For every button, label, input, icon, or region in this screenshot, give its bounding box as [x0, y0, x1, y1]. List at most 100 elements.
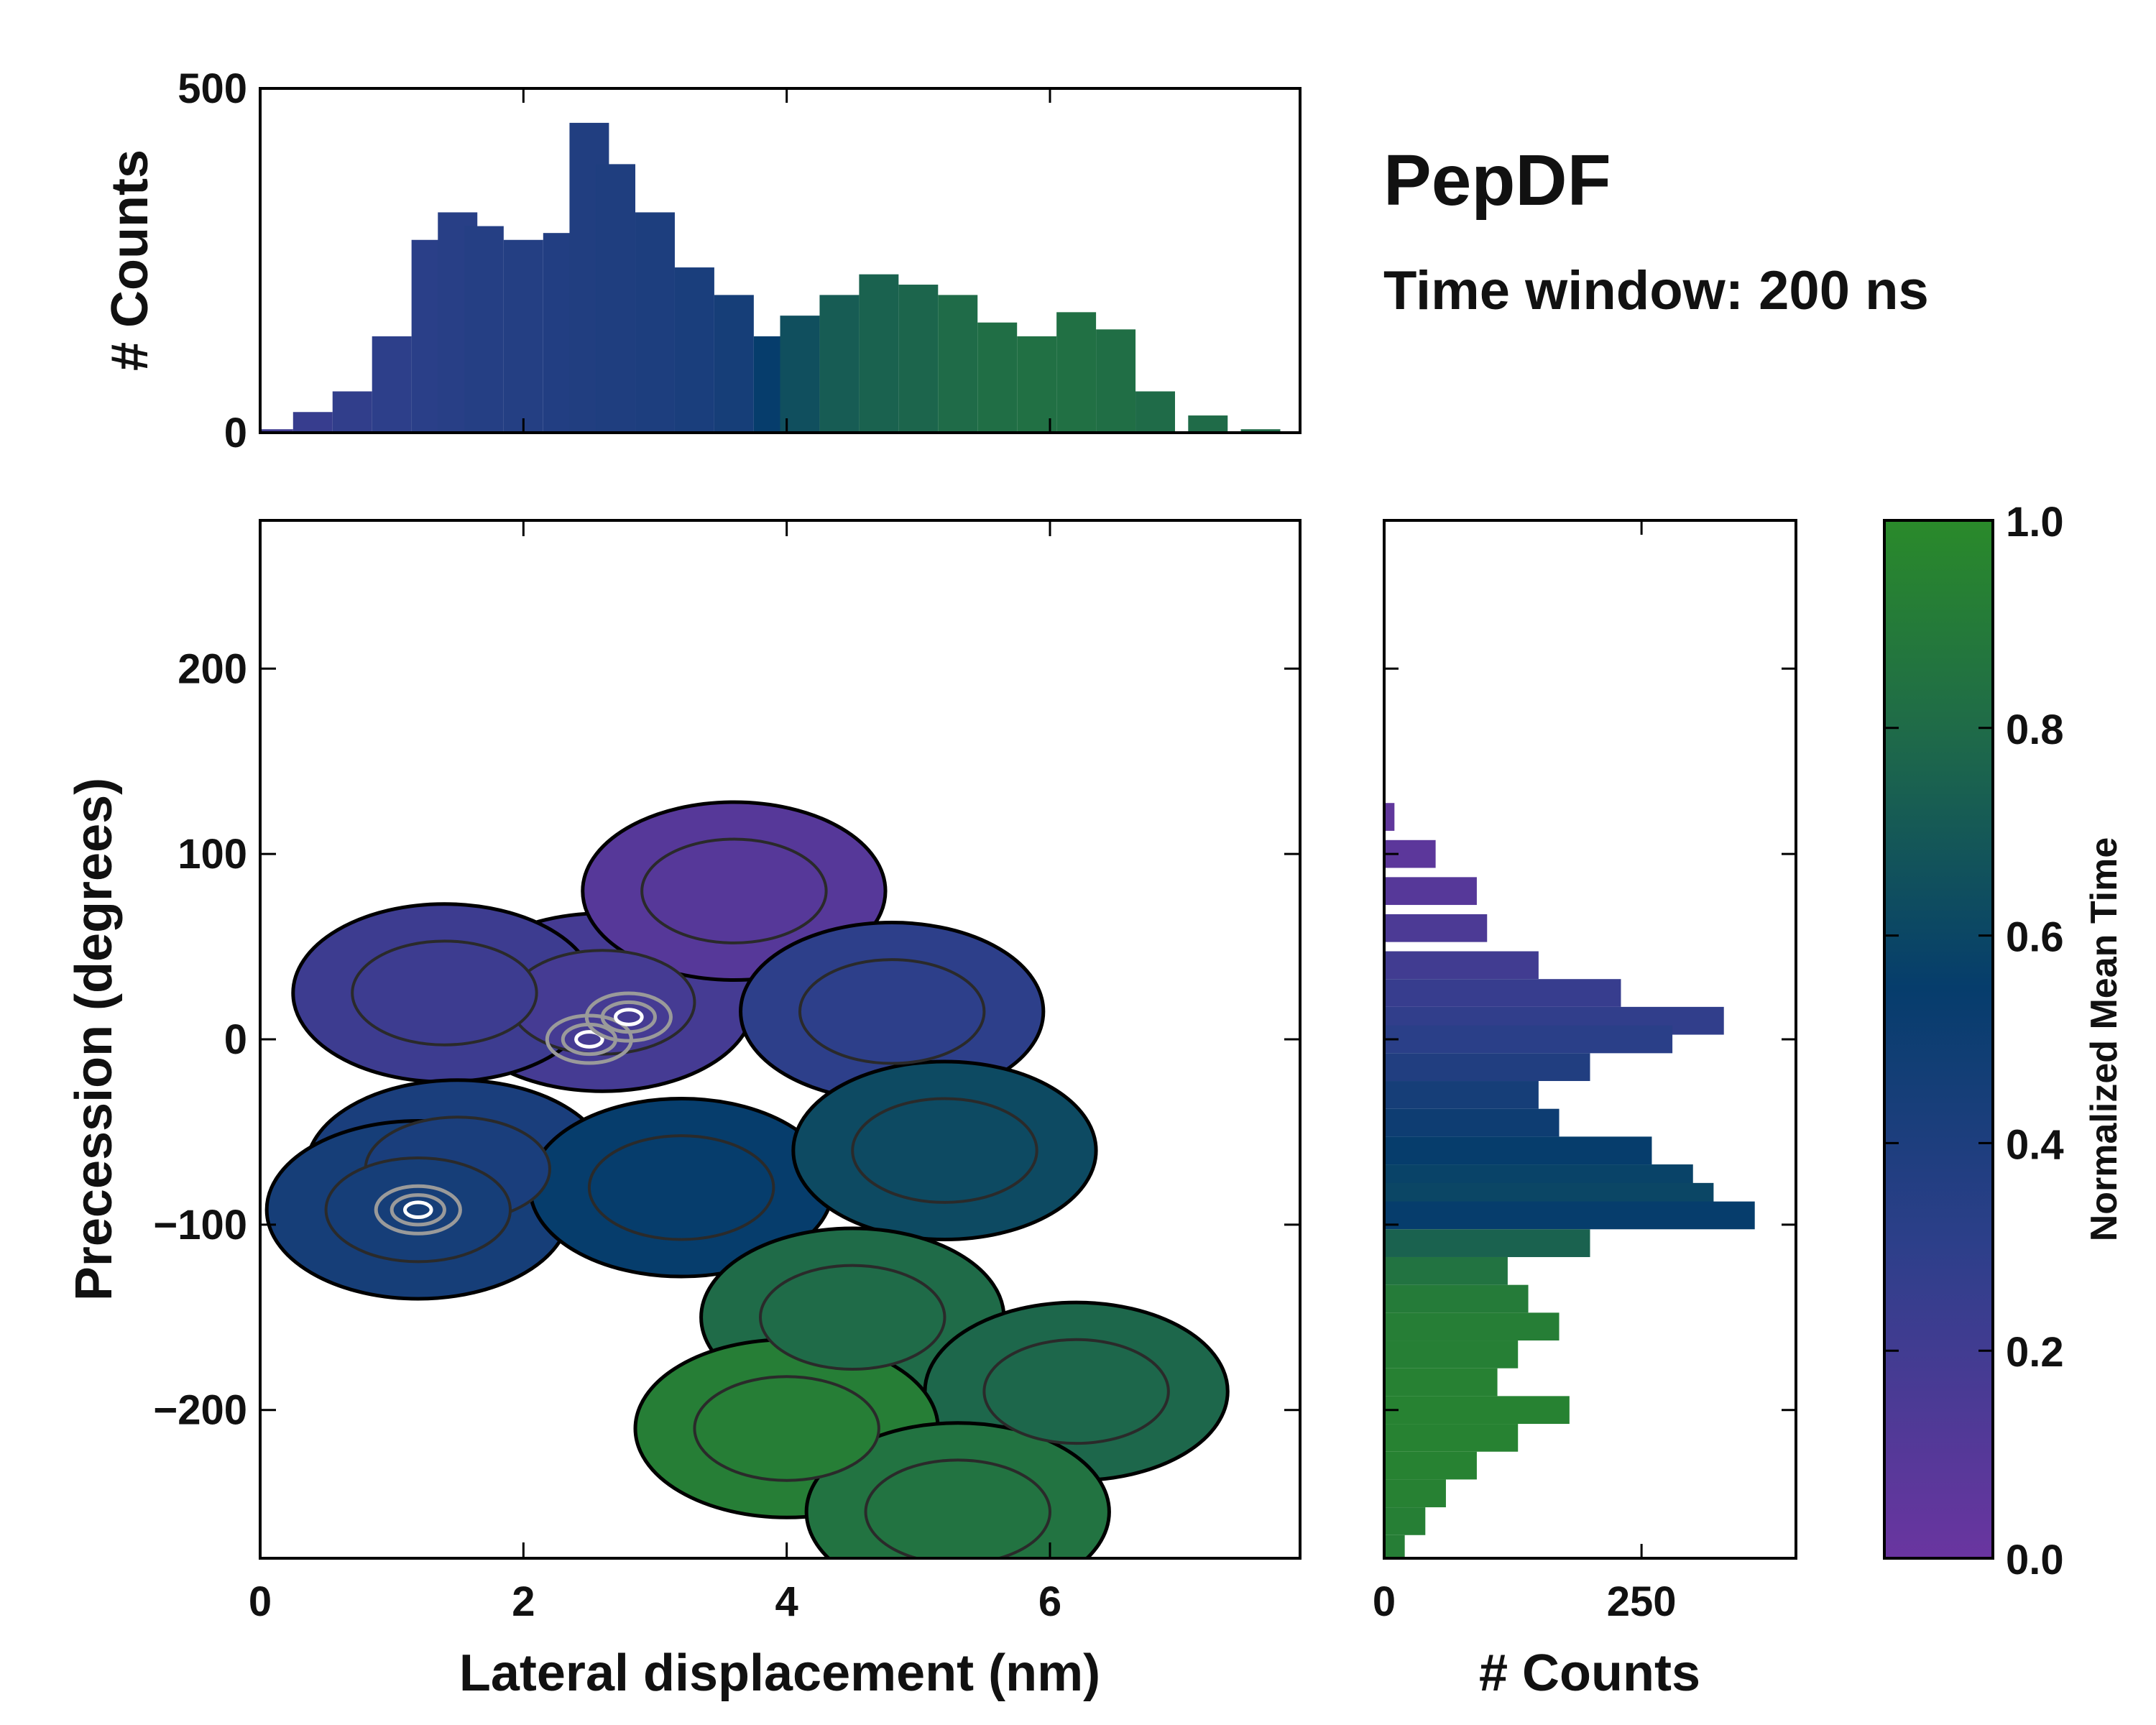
density-contour-inner	[851, 1097, 1038, 1204]
peak-contour	[374, 1184, 462, 1236]
top-histogram-bar	[1017, 336, 1057, 433]
top-histogram-bar	[260, 429, 293, 433]
colorbar-tick-label: 0.0	[2006, 1537, 2064, 1583]
top-histogram-ytick-label: 500	[178, 65, 247, 112]
main-heatmap-panel: 0 2 4 6 −200 −100 0 100 200 Lateral displacement…	[65, 519, 1302, 1702]
top-histogram-bars	[260, 122, 1281, 433]
top-histogram-bar	[977, 322, 1018, 433]
side-histogram-xtick-label: 250	[1607, 1578, 1677, 1625]
side-histogram-frame	[1383, 519, 1797, 1560]
side-histogram-bar	[1384, 1479, 1446, 1508]
heatmap-xlabel: Lateral displacement (nm)	[459, 1644, 1100, 1702]
top-histogram-bar	[635, 212, 675, 433]
heatmap-ytick-label: −100	[153, 1202, 247, 1248]
top-histogram-bar	[898, 285, 939, 433]
side-histogram-bar	[1384, 1312, 1560, 1341]
heatmap-ytick-label: 0	[224, 1016, 247, 1063]
side-histogram-bar	[1384, 1340, 1519, 1368]
density-contour-inner	[982, 1338, 1170, 1445]
top-histogram-bar	[292, 412, 333, 433]
side-histogram-bar	[1384, 1025, 1673, 1054]
top-histogram-bar	[819, 295, 860, 433]
peak-contour	[584, 991, 673, 1043]
side-histogram-bar	[1384, 1535, 1405, 1558]
top-histogram-ylabel: # Counts	[101, 150, 159, 371]
side-histogram-ticks: 0 250	[1373, 520, 1796, 1625]
side-histogram-bar	[1384, 1284, 1529, 1313]
time-window-label: Time window: 200 ns	[1383, 260, 1929, 321]
side-histogram-bar	[1384, 803, 1395, 831]
top-histogram-ytick-label: 0	[224, 410, 247, 456]
heatmap-ytick-label: −200	[153, 1387, 247, 1434]
side-histogram-bar	[1384, 914, 1488, 942]
top-histogram-bar	[859, 274, 899, 433]
heatmap-ticks: 0 2 4 6 −200 −100 0 100 200	[153, 520, 1300, 1625]
top-histogram-bar	[938, 295, 978, 433]
density-contour-inner	[693, 1375, 880, 1482]
figure-title: PepDF	[1383, 140, 1611, 221]
top-histogram-bar	[714, 295, 754, 433]
heatmap-xtick-label: 4	[775, 1578, 798, 1625]
side-histogram-bars	[1384, 803, 1755, 1558]
side-histogram-bar	[1384, 1229, 1590, 1257]
top-histogram-panel: 0 500 # Counts	[101, 65, 1302, 456]
top-histogram-ticks: 0 500	[178, 65, 1300, 456]
side-histogram-bar	[1384, 1368, 1498, 1397]
heatmap-xtick-label: 2	[512, 1578, 535, 1625]
density-contour-inner	[798, 958, 986, 1065]
side-histogram-bar	[1384, 1507, 1426, 1535]
side-histogram-bar	[1384, 1424, 1519, 1452]
side-histogram-panel: 0 250 # Counts	[1373, 519, 1797, 1702]
top-histogram-bar	[1135, 391, 1175, 433]
colorbar-tick-label: 0.4	[2006, 1121, 2064, 1168]
density-contour-inner	[640, 837, 828, 944]
peak-contour	[574, 1030, 604, 1049]
top-histogram-bar	[503, 239, 543, 433]
colorbar-label: Normalized Mean Time	[2083, 837, 2125, 1242]
top-histogram-bar	[332, 391, 372, 433]
heatmap-frame	[259, 519, 1302, 1560]
heatmap-ytick-label: 100	[178, 831, 247, 878]
side-histogram-bar	[1384, 1451, 1477, 1480]
density-contour-inner	[759, 1264, 946, 1371]
side-histogram-bar	[1384, 979, 1621, 1007]
heatmap-ylabel: Precession (degrees)	[65, 778, 123, 1301]
side-histogram-bar	[1384, 1108, 1560, 1137]
side-histogram-bar	[1384, 1081, 1539, 1109]
heatmap-ytick-label: 200	[178, 645, 247, 692]
top-histogram-frame	[259, 87, 1302, 434]
side-histogram-xlabel: # Counts	[1479, 1644, 1700, 1702]
colorbar-tick-label: 0.6	[2006, 914, 2064, 961]
colorbar-gradient	[1883, 519, 1994, 1560]
peak-contour	[390, 1193, 446, 1227]
colorbar-tick-label: 0.2	[2006, 1329, 2064, 1376]
top-histogram-bar	[464, 226, 504, 433]
density-contour-inner	[324, 1156, 512, 1264]
peak-contour	[614, 1008, 644, 1026]
side-histogram-bar	[1384, 1396, 1570, 1425]
side-histogram-bar	[1384, 951, 1539, 980]
side-histogram-bar	[1384, 877, 1477, 906]
heatmap-body	[264, 800, 1230, 1558]
top-histogram-bar	[1096, 329, 1136, 433]
colorbar-ticks: 0.0 0.2 0.4 0.6 0.8 1.0	[1884, 499, 2064, 1583]
peak-contour	[402, 1200, 433, 1220]
colorbar-panel: 0.0 0.2 0.4 0.6 0.8 1.0 Normalized Mean Time	[1883, 499, 2125, 1583]
density-contour-inner	[351, 939, 538, 1046]
top-histogram-bar	[596, 164, 636, 433]
density-contour-inner	[587, 1134, 775, 1241]
heatmap-xtick-label: 6	[1038, 1578, 1061, 1625]
colorbar-tick-label: 1.0	[2006, 499, 2064, 546]
side-histogram-bar	[1384, 1053, 1590, 1082]
top-histogram-bar	[674, 267, 714, 433]
peak-contour	[600, 1000, 657, 1034]
density-contour-inner	[864, 1458, 1051, 1558]
top-histogram-bar	[1056, 312, 1097, 433]
side-histogram-bar	[1384, 1256, 1508, 1285]
top-histogram-bar	[1188, 415, 1228, 433]
heatmap-xtick-label: 0	[249, 1578, 272, 1625]
colorbar-tick-label: 0.8	[2006, 707, 2064, 753]
top-histogram-bar	[780, 316, 820, 433]
side-histogram-bar	[1384, 1201, 1755, 1230]
